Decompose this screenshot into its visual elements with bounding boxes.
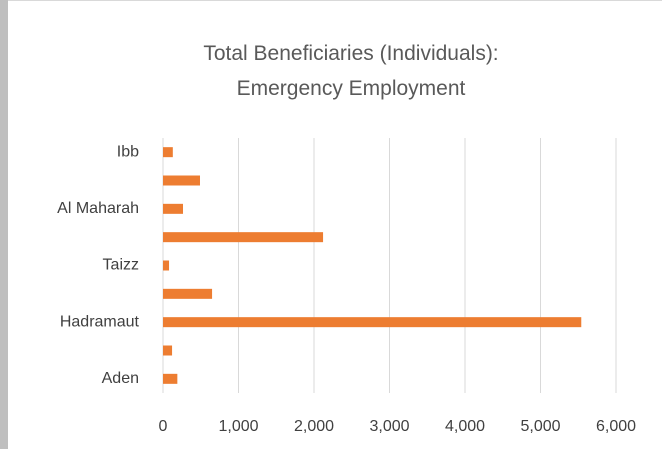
x-tick-label: 2,000 [294,418,334,435]
y-tick-label: Ibb [117,143,139,160]
y-tick-label: Taizz [103,257,139,274]
bar [163,345,173,356]
x-tick-label: 3,000 [369,418,409,435]
y-tick-label: Hadramaut [60,313,140,330]
y-tick-label: Al Maharah [57,200,139,217]
bar [163,232,324,243]
x-tick-label: 0 [159,418,168,435]
bar [163,203,184,214]
x-tick-label: 6,000 [596,418,636,435]
bar [163,288,213,299]
bar [163,260,170,271]
x-tick-label: 4,000 [445,418,485,435]
x-tick-label: 5,000 [520,418,560,435]
bar [163,147,173,158]
chart-title: Total Beneficiaries (Individuals): Emerg… [203,42,499,100]
bar [163,373,178,384]
x-tick-label: 1,000 [218,418,258,435]
y-tick-label: Aden [102,370,139,387]
bar [163,317,582,328]
left-border [0,0,8,449]
bar [163,175,200,186]
